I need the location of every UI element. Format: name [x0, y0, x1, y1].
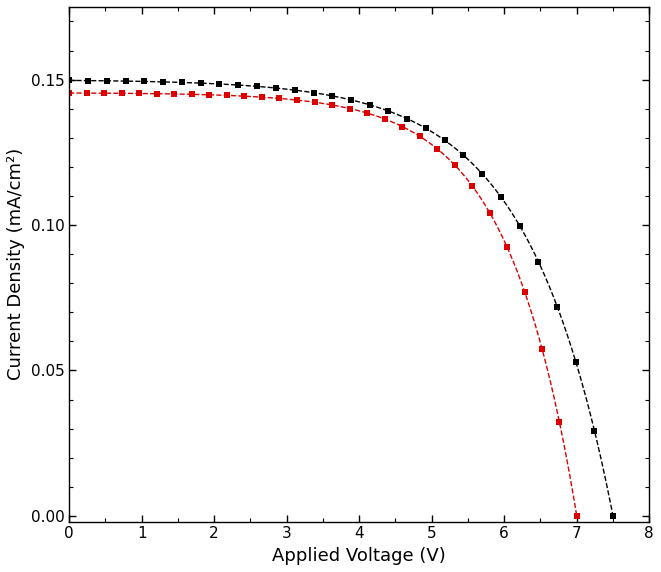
- X-axis label: Applied Voltage (V): Applied Voltage (V): [272, 547, 446, 565]
- Y-axis label: Current Density (mA/cm²): Current Density (mA/cm²): [7, 148, 25, 380]
